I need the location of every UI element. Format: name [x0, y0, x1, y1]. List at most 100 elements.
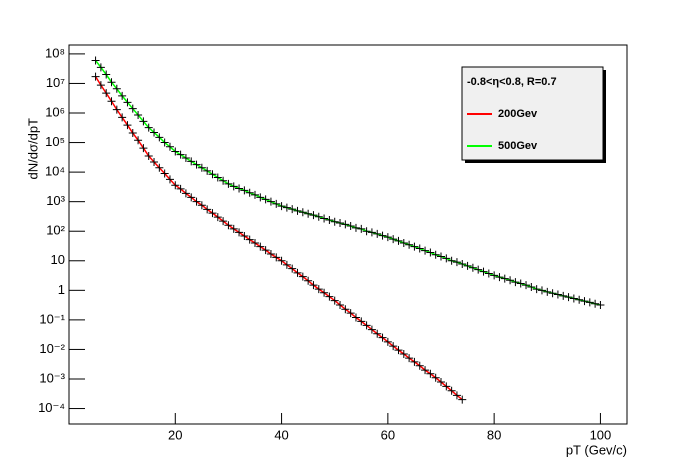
data-marker	[144, 123, 153, 132]
data-marker	[362, 321, 371, 330]
data-marker	[351, 313, 360, 322]
data-marker	[479, 267, 488, 276]
legend: -0.8<η<0.8, R=0.7	[461, 66, 606, 163]
data-marker	[399, 350, 408, 359]
data-marker	[309, 281, 318, 290]
data-marker	[431, 373, 440, 382]
data-marker	[410, 242, 419, 251]
data-marker	[224, 179, 233, 188]
data-marker	[580, 297, 589, 306]
data-marker	[118, 113, 127, 122]
data-marker	[235, 228, 244, 237]
data-marker	[165, 142, 174, 151]
data-marker	[591, 299, 600, 308]
data-marker	[537, 286, 546, 295]
data-marker	[548, 289, 557, 298]
data-marker	[144, 152, 153, 161]
data-marker	[282, 260, 291, 269]
x-tick-label: 80	[487, 427, 501, 442]
data-marker	[389, 235, 398, 244]
data-marker	[405, 354, 414, 363]
data-marker	[282, 203, 291, 212]
data-marker	[293, 206, 302, 215]
data-marker	[415, 244, 424, 253]
data-marker	[150, 128, 159, 137]
data-marker	[373, 229, 382, 238]
data-marker	[325, 215, 334, 224]
data-marker	[596, 300, 605, 309]
data-marker	[447, 256, 456, 265]
data-marker	[532, 285, 541, 294]
data-marker	[304, 209, 313, 218]
data-marker	[134, 110, 143, 119]
data-marker	[112, 84, 121, 93]
data-marker	[304, 276, 313, 285]
data-marker	[320, 214, 329, 223]
data-marker	[160, 138, 169, 147]
data-marker	[426, 248, 435, 257]
data-marker	[516, 279, 525, 288]
data-marker	[208, 209, 217, 218]
y-tick-label: 10⁵	[45, 134, 65, 149]
data-marker	[251, 190, 259, 199]
y-tick-label: 10⁷	[46, 75, 65, 90]
data-marker	[336, 218, 345, 227]
data-marker	[192, 160, 201, 169]
data-marker	[192, 197, 201, 206]
data-marker	[240, 186, 249, 195]
data-marker	[293, 268, 302, 277]
data-marker	[128, 104, 137, 113]
data-marker	[298, 272, 307, 281]
data-marker	[171, 181, 180, 190]
data-marker	[346, 309, 355, 318]
data-marker	[123, 98, 132, 107]
data-marker	[362, 227, 371, 236]
legend-label: 500Gev	[498, 140, 538, 152]
data-marker	[229, 224, 238, 233]
data-marker	[235, 184, 244, 193]
data-marker	[213, 213, 222, 222]
data-marker	[165, 175, 174, 184]
data-marker	[176, 184, 185, 193]
y-tick-label: 10⁶	[45, 104, 65, 119]
data-marker	[543, 287, 552, 296]
y-axis-label: dN/dσ/dpT	[25, 118, 40, 180]
data-marker	[410, 357, 419, 366]
data-marker	[415, 361, 424, 370]
data-marker	[553, 290, 562, 299]
data-marker	[511, 278, 520, 287]
data-marker	[341, 220, 350, 229]
data-marker	[139, 144, 148, 153]
data-marker	[437, 252, 445, 261]
data-marker	[458, 259, 467, 268]
legend-title: -0.8<η<0.8, R=0.7	[467, 76, 557, 88]
data-marker	[559, 291, 568, 300]
x-tick-label: 20	[168, 427, 182, 442]
data-marker	[346, 222, 355, 231]
data-marker	[426, 369, 435, 378]
data-marker	[155, 133, 164, 142]
data-marker	[378, 231, 387, 240]
data-marker	[325, 292, 334, 301]
y-tick-label: 10⁴	[45, 164, 65, 179]
data-marker	[123, 121, 132, 130]
data-marker	[256, 242, 265, 251]
y-tick-label: 10⁸	[45, 45, 65, 60]
data-marker	[91, 56, 100, 65]
data-marker	[569, 294, 578, 303]
data-marker	[176, 150, 185, 159]
data-marker	[389, 342, 398, 351]
data-marker	[378, 333, 387, 342]
data-marker	[495, 273, 504, 282]
data-marker	[298, 208, 307, 217]
data-marker	[431, 250, 440, 259]
data-marker	[320, 288, 329, 297]
data-marker	[463, 261, 472, 270]
data-marker	[240, 231, 249, 240]
data-marker	[277, 202, 286, 211]
data-marker	[399, 238, 408, 247]
data-marker	[134, 136, 143, 145]
series-line	[94, 76, 463, 401]
data-marker	[394, 346, 403, 355]
